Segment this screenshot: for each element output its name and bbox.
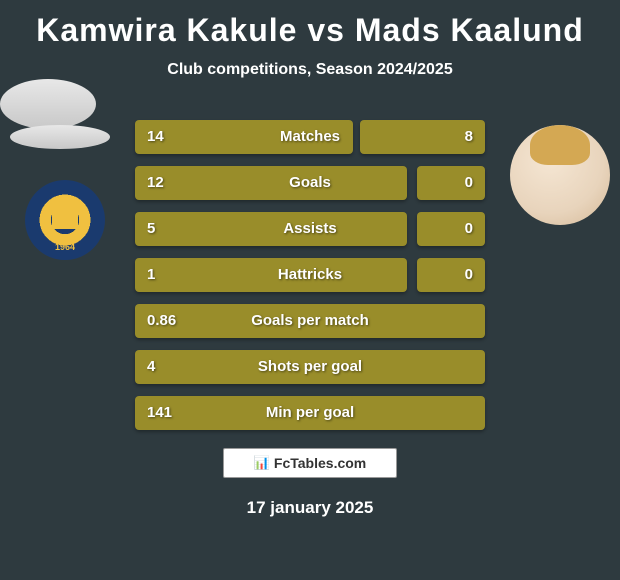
badge-castle-icon: [52, 203, 78, 229]
stat-value-left: 5: [147, 212, 155, 246]
stat-value-left: 1: [147, 258, 155, 292]
club-badge-left: [25, 180, 105, 260]
stat-value-right: 0: [465, 166, 473, 200]
stat-row: Shots per goal4: [135, 350, 485, 384]
footer-date: 17 january 2025: [0, 498, 620, 518]
stat-label: Goals: [135, 166, 485, 200]
stat-label: Matches: [135, 120, 485, 154]
stat-row: Matches14 8: [135, 120, 485, 154]
stat-value-right: 0: [465, 258, 473, 292]
stat-value-left: 4: [147, 350, 155, 384]
stat-label: Min per goal: [135, 396, 485, 430]
stat-value-left: 14: [147, 120, 164, 154]
stat-value-left: 141: [147, 396, 172, 430]
page-subtitle: Club competitions, Season 2024/2025: [0, 61, 620, 79]
stat-row: Goals12 0: [135, 166, 485, 200]
stat-value-left: 12: [147, 166, 164, 200]
fctables-logo[interactable]: FcTables.com: [223, 448, 397, 478]
stat-row: Hattricks1 0: [135, 258, 485, 292]
stat-value-right: 8: [465, 120, 473, 154]
player-left-ellipse: [10, 125, 110, 149]
stat-value-right: 0: [465, 212, 473, 246]
stat-label: Hattricks: [135, 258, 485, 292]
stat-label: Assists: [135, 212, 485, 246]
stat-row: Assists5 0: [135, 212, 485, 246]
stat-row: Min per goal141: [135, 396, 485, 430]
stats-container: Matches148Goals120Assists50Hattricks10Go…: [135, 120, 485, 442]
club-badge-right-ellipse: [0, 79, 96, 129]
player-right-avatar: [510, 125, 610, 225]
stat-row: Goals per match0.86: [135, 304, 485, 338]
page-title: Kamwira Kakule vs Mads Kaalund: [0, 0, 620, 49]
stat-value-left: 0.86: [147, 304, 176, 338]
stat-label: Goals per match: [135, 304, 485, 338]
stat-label: Shots per goal: [135, 350, 485, 384]
